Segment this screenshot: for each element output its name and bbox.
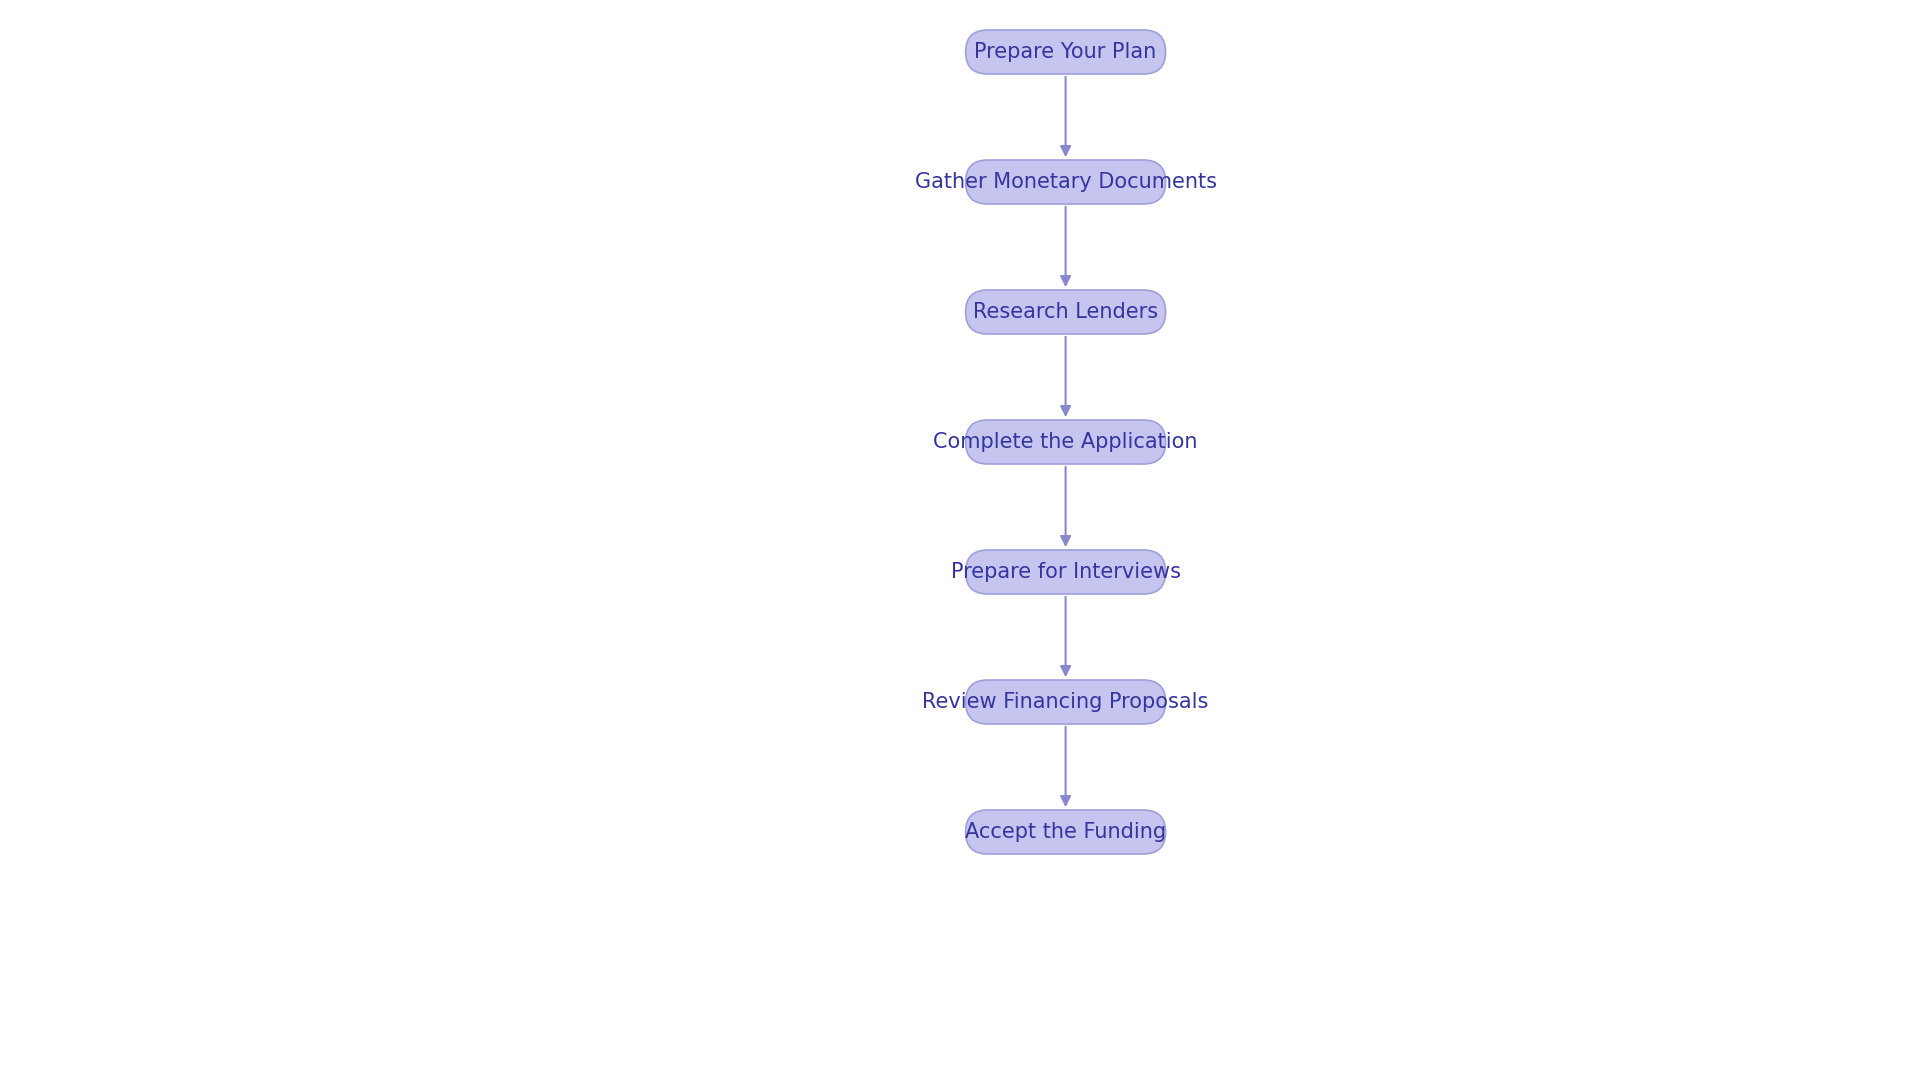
FancyBboxPatch shape [966, 420, 1165, 464]
FancyBboxPatch shape [966, 160, 1165, 204]
Text: Review Financing Proposals: Review Financing Proposals [922, 692, 1210, 712]
Text: Research Lenders: Research Lenders [973, 302, 1158, 322]
FancyBboxPatch shape [966, 30, 1165, 74]
Text: Accept the Funding: Accept the Funding [966, 822, 1165, 841]
FancyBboxPatch shape [966, 290, 1165, 334]
Text: Gather Monetary Documents: Gather Monetary Documents [914, 172, 1217, 192]
FancyBboxPatch shape [966, 550, 1165, 593]
Text: Complete the Application: Complete the Application [933, 432, 1198, 452]
FancyBboxPatch shape [966, 680, 1165, 725]
Text: Prepare Your Plan: Prepare Your Plan [975, 42, 1156, 62]
Text: Prepare for Interviews: Prepare for Interviews [950, 562, 1181, 582]
FancyBboxPatch shape [966, 810, 1165, 854]
